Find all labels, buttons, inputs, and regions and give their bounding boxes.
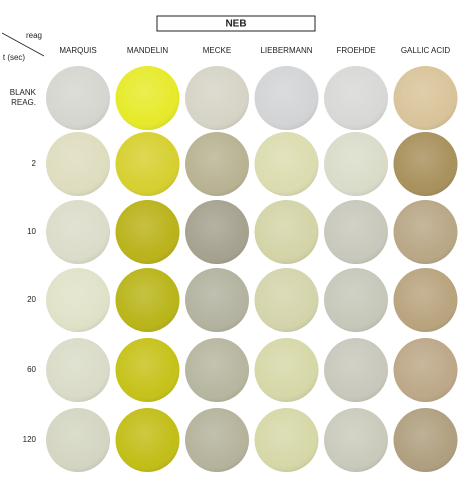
well-shade (185, 200, 249, 264)
well-shade (393, 408, 458, 472)
well-shade (324, 66, 388, 130)
well-shade (185, 132, 249, 196)
well-shade (393, 338, 458, 402)
well-shade (393, 268, 458, 332)
well-shade (254, 338, 319, 402)
well-shade (46, 200, 110, 264)
row-label: 60 (27, 365, 36, 374)
well-shade (324, 268, 388, 332)
well-shade (324, 408, 388, 472)
well-shade (185, 338, 249, 402)
well-shade (46, 408, 110, 472)
well-shade (115, 268, 180, 332)
title: NEB (225, 19, 246, 30)
well-shade (115, 338, 180, 402)
column-header: FROEHDE (336, 46, 375, 55)
well-shade (324, 338, 388, 402)
well-shade (46, 132, 110, 196)
well-shade (254, 66, 319, 130)
corner-divider (1, 32, 45, 57)
well-shade (254, 408, 319, 472)
row-label: 10 (27, 227, 36, 236)
column-header: MANDELIN (127, 46, 169, 55)
row-label: 2 (32, 159, 37, 168)
column-header: MARQUIS (59, 46, 96, 55)
well-shade (254, 132, 319, 196)
well-shade (254, 200, 319, 264)
well-shade (115, 200, 180, 264)
column-header: MECKE (203, 46, 231, 55)
row-label: 120 (23, 435, 37, 444)
column-axis-label: reag (26, 31, 42, 40)
well-shade (324, 132, 388, 196)
well-shade (185, 408, 249, 472)
well-shade (115, 132, 180, 196)
well-shade (185, 66, 249, 130)
well-shade (46, 338, 110, 402)
well-shade (393, 66, 458, 130)
row-label: REAG. (11, 98, 36, 107)
well-shade (393, 132, 458, 196)
row-label: 20 (27, 295, 36, 304)
row-axis-label: t (sec) (3, 53, 26, 62)
well-shade (185, 268, 249, 332)
row-label: BLANK (10, 88, 37, 97)
well-shade (46, 268, 110, 332)
well-shade (393, 200, 458, 264)
title-box (156, 15, 316, 32)
well-shade (324, 200, 388, 264)
well-shade (46, 66, 110, 130)
column-header: LIEBERMANN (260, 46, 312, 55)
well-shade (115, 66, 180, 130)
well-shade (115, 408, 180, 472)
column-header: GALLIC ACID (401, 46, 451, 55)
well-shade (254, 268, 319, 332)
